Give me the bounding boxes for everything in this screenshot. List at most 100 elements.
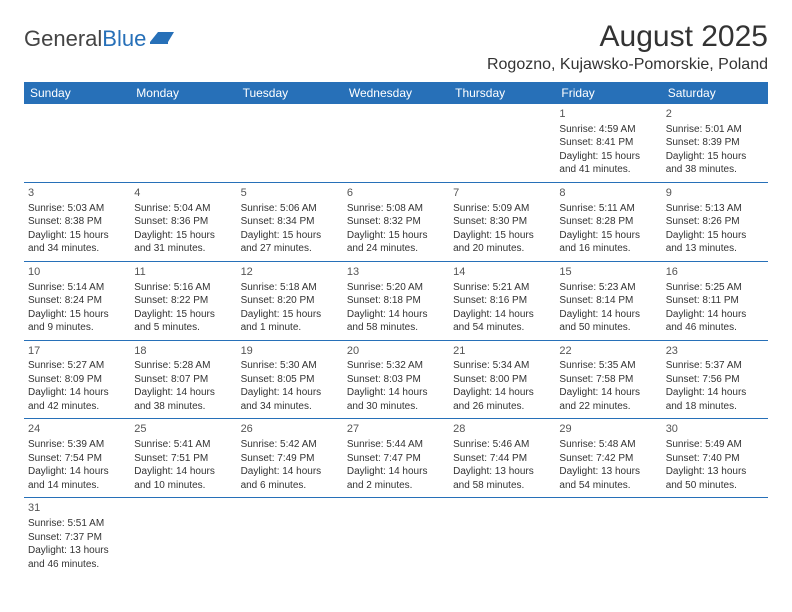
sunrise-line: Sunrise: 5:06 AM <box>241 202 339 216</box>
day-number: 25 <box>134 422 232 437</box>
sunset-line: Sunset: 8:38 PM <box>28 215 126 229</box>
sunrise-line: Sunrise: 5:14 AM <box>28 281 126 295</box>
logo-text: GeneralBlue <box>24 26 146 52</box>
calendar-day: 16Sunrise: 5:25 AMSunset: 8:11 PMDayligh… <box>662 261 768 340</box>
daylight-line: Daylight: 14 hours and 58 minutes. <box>347 308 445 335</box>
sunset-line: Sunset: 8:20 PM <box>241 294 339 308</box>
dow-header: Friday <box>555 82 661 104</box>
sunset-line: Sunset: 8:28 PM <box>559 215 657 229</box>
day-number: 26 <box>241 422 339 437</box>
day-number: 15 <box>559 265 657 280</box>
day-number: 5 <box>241 186 339 201</box>
sunset-line: Sunset: 7:51 PM <box>134 452 232 466</box>
dow-header: Tuesday <box>237 82 343 104</box>
daylight-line: Daylight: 14 hours and 22 minutes. <box>559 386 657 413</box>
sunrise-line: Sunrise: 5:30 AM <box>241 359 339 373</box>
day-number: 20 <box>347 344 445 359</box>
calendar-day: 20Sunrise: 5:32 AMSunset: 8:03 PMDayligh… <box>343 340 449 419</box>
day-number: 23 <box>666 344 764 359</box>
day-number: 11 <box>134 265 232 280</box>
calendar-day: 24Sunrise: 5:39 AMSunset: 7:54 PMDayligh… <box>24 419 130 498</box>
calendar-empty <box>449 104 555 182</box>
daylight-line: Daylight: 15 hours and 27 minutes. <box>241 229 339 256</box>
daylight-line: Daylight: 14 hours and 6 minutes. <box>241 465 339 492</box>
dow-header: Sunday <box>24 82 130 104</box>
sunrise-line: Sunrise: 5:03 AM <box>28 202 126 216</box>
sunset-line: Sunset: 8:16 PM <box>453 294 551 308</box>
sunset-line: Sunset: 7:47 PM <box>347 452 445 466</box>
day-number: 2 <box>666 107 764 122</box>
calendar-day: 14Sunrise: 5:21 AMSunset: 8:16 PMDayligh… <box>449 261 555 340</box>
sunset-line: Sunset: 8:03 PM <box>347 373 445 387</box>
sunrise-line: Sunrise: 5:20 AM <box>347 281 445 295</box>
day-number: 16 <box>666 265 764 280</box>
sunrise-line: Sunrise: 5:27 AM <box>28 359 126 373</box>
calendar-body: 1Sunrise: 4:59 AMSunset: 8:41 PMDaylight… <box>24 104 768 576</box>
sunrise-line: Sunrise: 5:32 AM <box>347 359 445 373</box>
day-number: 10 <box>28 265 126 280</box>
sunrise-line: Sunrise: 5:09 AM <box>453 202 551 216</box>
sunrise-line: Sunrise: 4:59 AM <box>559 123 657 137</box>
day-number: 12 <box>241 265 339 280</box>
calendar-empty <box>555 498 661 576</box>
day-number: 21 <box>453 344 551 359</box>
flag-icon <box>150 28 176 51</box>
sunset-line: Sunset: 7:56 PM <box>666 373 764 387</box>
day-number: 24 <box>28 422 126 437</box>
sunset-line: Sunset: 8:34 PM <box>241 215 339 229</box>
daylight-line: Daylight: 15 hours and 41 minutes. <box>559 150 657 177</box>
sunrise-line: Sunrise: 5:13 AM <box>666 202 764 216</box>
day-number: 6 <box>347 186 445 201</box>
daylight-line: Daylight: 14 hours and 30 minutes. <box>347 386 445 413</box>
day-number: 3 <box>28 186 126 201</box>
sunset-line: Sunset: 8:24 PM <box>28 294 126 308</box>
daylight-line: Daylight: 15 hours and 9 minutes. <box>28 308 126 335</box>
calendar-empty <box>24 104 130 182</box>
sunrise-line: Sunrise: 5:46 AM <box>453 438 551 452</box>
sunrise-line: Sunrise: 5:11 AM <box>559 202 657 216</box>
day-number: 4 <box>134 186 232 201</box>
calendar-day: 23Sunrise: 5:37 AMSunset: 7:56 PMDayligh… <box>662 340 768 419</box>
daylight-line: Daylight: 14 hours and 46 minutes. <box>666 308 764 335</box>
calendar-empty <box>237 104 343 182</box>
calendar-day: 9Sunrise: 5:13 AMSunset: 8:26 PMDaylight… <box>662 182 768 261</box>
sunset-line: Sunset: 7:54 PM <box>28 452 126 466</box>
sunrise-line: Sunrise: 5:35 AM <box>559 359 657 373</box>
sunrise-line: Sunrise: 5:37 AM <box>666 359 764 373</box>
calendar-empty <box>237 498 343 576</box>
sunrise-line: Sunrise: 5:34 AM <box>453 359 551 373</box>
calendar-empty <box>130 498 236 576</box>
daylight-line: Daylight: 14 hours and 34 minutes. <box>241 386 339 413</box>
sunrise-line: Sunrise: 5:16 AM <box>134 281 232 295</box>
calendar-day: 31Sunrise: 5:51 AMSunset: 7:37 PMDayligh… <box>24 498 130 576</box>
sunrise-line: Sunrise: 5:04 AM <box>134 202 232 216</box>
daylight-line: Daylight: 14 hours and 42 minutes. <box>28 386 126 413</box>
calendar-day: 13Sunrise: 5:20 AMSunset: 8:18 PMDayligh… <box>343 261 449 340</box>
calendar-day: 29Sunrise: 5:48 AMSunset: 7:42 PMDayligh… <box>555 419 661 498</box>
sunrise-line: Sunrise: 5:48 AM <box>559 438 657 452</box>
sunrise-line: Sunrise: 5:28 AM <box>134 359 232 373</box>
logo-text-2: Blue <box>102 26 146 51</box>
daylight-line: Daylight: 13 hours and 54 minutes. <box>559 465 657 492</box>
day-number: 1 <box>559 107 657 122</box>
calendar-day: 30Sunrise: 5:49 AMSunset: 7:40 PMDayligh… <box>662 419 768 498</box>
sunset-line: Sunset: 8:39 PM <box>666 136 764 150</box>
logo: GeneralBlue <box>24 20 176 52</box>
daylight-line: Daylight: 15 hours and 38 minutes. <box>666 150 764 177</box>
calendar-week: 10Sunrise: 5:14 AMSunset: 8:24 PMDayligh… <box>24 261 768 340</box>
sunrise-line: Sunrise: 5:01 AM <box>666 123 764 137</box>
dow-row: SundayMondayTuesdayWednesdayThursdayFrid… <box>24 82 768 104</box>
logo-text-1: General <box>24 26 102 51</box>
calendar-day: 7Sunrise: 5:09 AMSunset: 8:30 PMDaylight… <box>449 182 555 261</box>
daylight-line: Daylight: 15 hours and 24 minutes. <box>347 229 445 256</box>
sunset-line: Sunset: 8:14 PM <box>559 294 657 308</box>
day-number: 8 <box>559 186 657 201</box>
daylight-line: Daylight: 14 hours and 26 minutes. <box>453 386 551 413</box>
sunrise-line: Sunrise: 5:44 AM <box>347 438 445 452</box>
daylight-line: Daylight: 15 hours and 34 minutes. <box>28 229 126 256</box>
dow-header: Monday <box>130 82 236 104</box>
sunrise-line: Sunrise: 5:49 AM <box>666 438 764 452</box>
daylight-line: Daylight: 15 hours and 13 minutes. <box>666 229 764 256</box>
daylight-line: Daylight: 15 hours and 5 minutes. <box>134 308 232 335</box>
daylight-line: Daylight: 15 hours and 1 minute. <box>241 308 339 335</box>
